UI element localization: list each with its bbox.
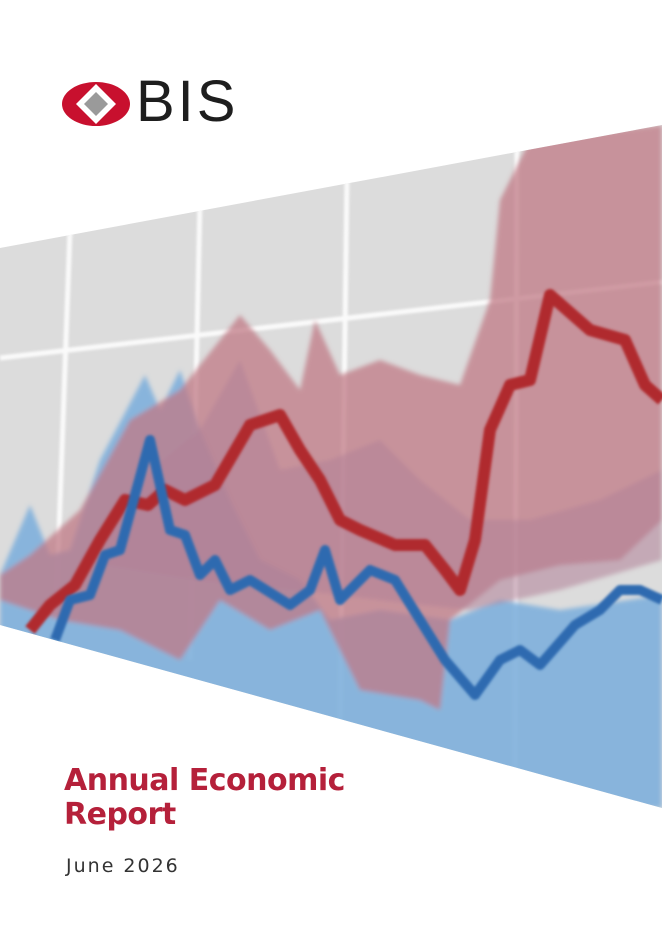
logo-text: BIS	[136, 69, 239, 134]
report-date: June 2026	[66, 855, 180, 877]
blue-line	[50, 435, 662, 700]
decorative-graphic	[0, 125, 662, 808]
report-title: Annual Economic Report	[64, 763, 345, 832]
logo-mark	[62, 82, 130, 126]
